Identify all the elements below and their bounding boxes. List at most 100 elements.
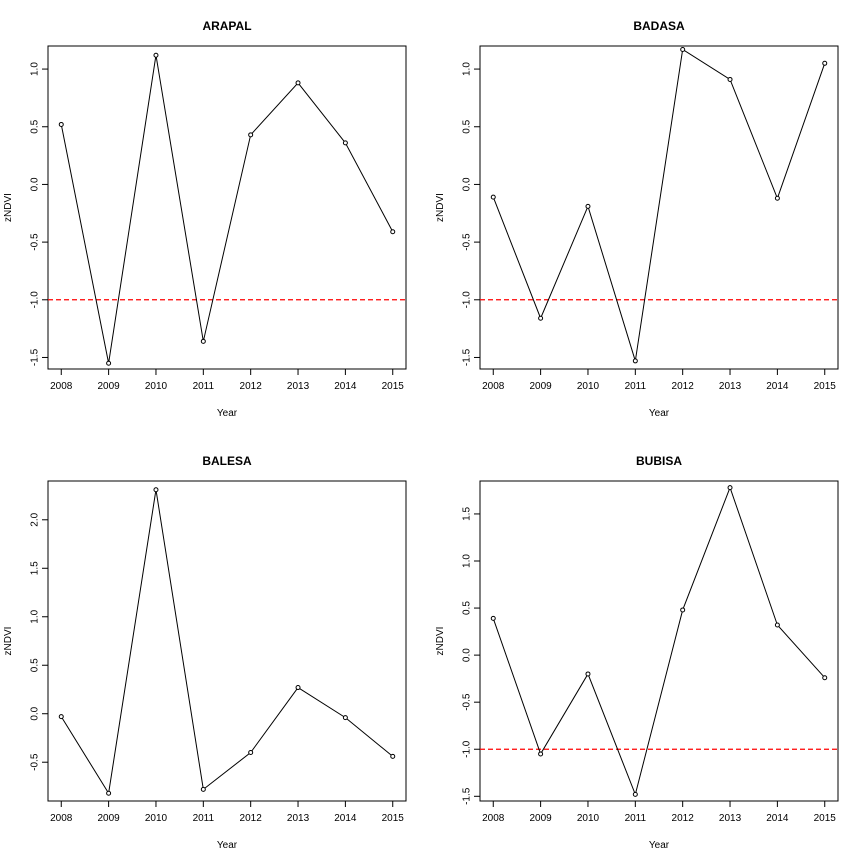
data-point xyxy=(774,195,780,201)
data-point xyxy=(248,132,254,138)
x-tick-label: 2011 xyxy=(193,381,215,392)
data-point xyxy=(632,358,638,364)
data-point xyxy=(585,671,591,677)
x-tick-label: 2010 xyxy=(145,381,168,392)
x-axis: 2008 2009 2010 2011 2012 2013 2014 2015 xyxy=(482,801,836,824)
x-axis-label: Year xyxy=(649,408,670,419)
x-tick-label: 2015 xyxy=(382,381,405,392)
x-tick-label: 2015 xyxy=(814,813,837,824)
x-tick-label: 2009 xyxy=(97,813,120,824)
x-tick-label: 2012 xyxy=(672,381,695,392)
y-axis-label: zNDVI xyxy=(3,627,14,656)
x-tick-label: 2014 xyxy=(334,381,357,392)
x-axis-label: Year xyxy=(649,840,670,851)
data-point xyxy=(342,715,348,721)
data-point xyxy=(200,786,206,792)
data-point xyxy=(58,714,64,720)
data-point xyxy=(153,52,159,58)
series-line xyxy=(492,486,826,797)
y-tick-label: 0.5 xyxy=(30,658,41,672)
y-tick-label: -1.0 xyxy=(462,291,473,309)
x-tick-label: 2010 xyxy=(577,381,600,392)
x-tick-label: 2012 xyxy=(240,381,263,392)
data-point xyxy=(632,791,638,797)
y-tick-label: -1.0 xyxy=(30,291,41,309)
series-line xyxy=(492,48,826,362)
x-axis: 2008 2009 2010 2011 2012 2013 2014 2015 xyxy=(50,801,404,824)
chart-title: BALESA xyxy=(202,454,252,468)
y-tick-label: -0.5 xyxy=(462,233,473,251)
y-tick-label: 1.5 xyxy=(462,507,473,521)
data-point xyxy=(822,60,828,66)
x-tick-label: 2008 xyxy=(50,381,73,392)
x-axis-label: Year xyxy=(217,840,238,851)
data-point xyxy=(58,121,64,127)
chart-panel-badasa: BADASA 2008 2009 2010 2011 2012 2013 2014 2015 Ye… xyxy=(435,19,839,419)
y-tick-label: 0.5 xyxy=(462,601,473,615)
x-tick-label: 2008 xyxy=(482,813,505,824)
x-tick-label: 2013 xyxy=(287,813,310,824)
data-point xyxy=(680,46,686,52)
series-line xyxy=(60,55,394,364)
data-point xyxy=(538,315,544,321)
x-tick-label: 2008 xyxy=(50,813,73,824)
x-tick-label: 2011 xyxy=(625,381,647,392)
plot-frame xyxy=(47,45,407,370)
data-point xyxy=(248,750,254,756)
y-axis: -0.5 0.0 0.5 1.0 1.5 2.0 xyxy=(30,512,48,771)
x-tick-label: 2008 xyxy=(482,381,505,392)
x-tick-label: 2013 xyxy=(719,381,742,392)
plot-frame xyxy=(479,45,839,370)
x-axis: 2008 2009 2010 2011 2012 2013 2014 2015 xyxy=(482,369,836,392)
y-axis: -1.5 -1.0 -0.5 0.0 0.5 1.0 xyxy=(30,62,48,366)
chart-title: BUBISA xyxy=(636,454,682,468)
x-tick-label: 2011 xyxy=(193,813,215,824)
x-axis: 2008 2009 2010 2011 2012 2013 2014 2015 xyxy=(50,369,404,392)
y-axis-label: zNDVI xyxy=(435,193,446,222)
x-tick-label: 2014 xyxy=(766,813,789,824)
data-point xyxy=(106,790,112,796)
data-point xyxy=(585,203,591,209)
data-point xyxy=(390,753,396,759)
y-axis-label: zNDVI xyxy=(3,193,14,222)
x-tick-label: 2009 xyxy=(529,381,552,392)
x-tick-label: 2012 xyxy=(240,813,263,824)
chart-panel-arapal: ARAPAL 2008 2009 2010 2011 2012 2013 2014 2015 Ye… xyxy=(3,19,407,419)
plot-frame xyxy=(47,480,407,802)
data-point xyxy=(342,140,348,146)
data-point xyxy=(295,685,301,691)
x-tick-label: 2009 xyxy=(529,813,552,824)
y-tick-label: 1.0 xyxy=(462,554,473,568)
x-tick-label: 2009 xyxy=(97,381,120,392)
y-tick-label: -1.0 xyxy=(462,740,473,758)
data-point xyxy=(390,229,396,235)
x-tick-label: 2014 xyxy=(334,813,357,824)
y-tick-label: 1.5 xyxy=(30,561,41,575)
data-point xyxy=(153,487,159,493)
plot-frame xyxy=(479,480,839,802)
y-tick-label: -0.5 xyxy=(30,753,41,771)
y-tick-label: 0.0 xyxy=(462,177,473,191)
data-point xyxy=(295,80,301,86)
y-axis: -1.5 -1.0 -0.5 0.0 0.5 1.0 1.5 xyxy=(462,507,480,805)
y-tick-label: -0.5 xyxy=(462,693,473,711)
y-tick-label: 1.0 xyxy=(462,62,473,76)
x-axis-label: Year xyxy=(217,408,238,419)
data-point xyxy=(774,622,780,628)
y-tick-label: 0.0 xyxy=(30,177,41,191)
y-tick-label: -1.5 xyxy=(30,348,41,366)
x-tick-label: 2014 xyxy=(766,381,789,392)
y-tick-label: 0.5 xyxy=(462,119,473,133)
x-tick-label: 2013 xyxy=(719,813,742,824)
x-tick-label: 2012 xyxy=(672,813,695,824)
data-point xyxy=(727,485,733,491)
y-tick-label: 0.0 xyxy=(30,706,41,720)
data-point xyxy=(680,607,686,613)
chart-panel-balesa: BALESA 2008 2009 2010 2011 2012 2013 2014 2015 Ye… xyxy=(3,454,407,851)
data-point xyxy=(200,338,206,344)
y-tick-label: 1.0 xyxy=(30,62,41,76)
y-tick-label: -1.5 xyxy=(462,348,473,366)
y-axis: -1.5 -1.0 -0.5 0.0 0.5 1.0 xyxy=(462,62,480,366)
x-tick-label: 2015 xyxy=(382,813,405,824)
